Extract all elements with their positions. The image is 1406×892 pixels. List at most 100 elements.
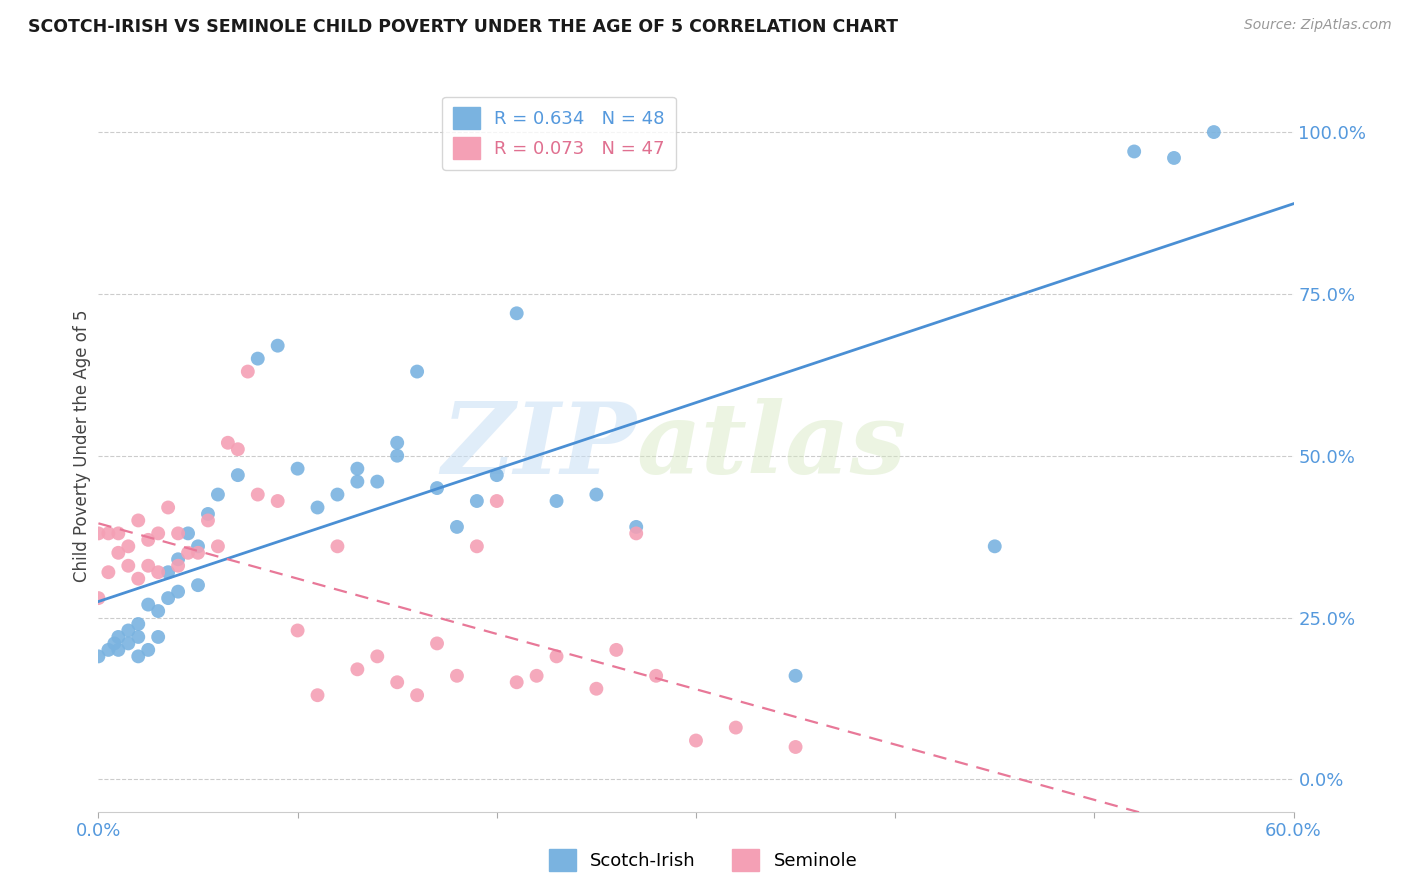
Point <box>267 494 290 508</box>
Point <box>385 435 409 450</box>
Point <box>148 526 170 541</box>
Point <box>187 539 209 553</box>
Point <box>177 526 200 541</box>
Point <box>465 539 488 553</box>
Point <box>626 520 648 534</box>
Point <box>307 500 329 515</box>
Point <box>385 675 409 690</box>
Point <box>785 669 807 683</box>
Point <box>485 468 508 483</box>
Point <box>287 461 309 475</box>
Point <box>585 487 607 501</box>
Point <box>465 494 488 508</box>
Point <box>366 649 388 664</box>
Point <box>217 435 239 450</box>
Point <box>546 649 568 664</box>
Point <box>167 584 190 599</box>
Point <box>406 688 429 702</box>
Point <box>385 449 409 463</box>
Point <box>148 566 170 580</box>
Point <box>97 526 120 541</box>
Point <box>1163 151 1185 165</box>
Point <box>506 306 529 320</box>
Point <box>97 566 120 580</box>
Point <box>406 365 429 379</box>
Point <box>197 507 219 521</box>
Point <box>97 643 120 657</box>
Point <box>117 539 139 553</box>
Point <box>127 649 149 664</box>
Point <box>246 351 269 366</box>
Point <box>136 558 159 573</box>
Point <box>148 630 170 644</box>
Point <box>167 526 190 541</box>
Point <box>426 481 449 495</box>
Point <box>136 533 159 547</box>
Point <box>157 591 180 606</box>
Point <box>167 552 190 566</box>
Point <box>127 572 149 586</box>
Point <box>117 636 139 650</box>
Point <box>685 733 707 747</box>
Point <box>127 617 149 632</box>
Point <box>426 636 449 650</box>
Point <box>326 487 349 501</box>
Point <box>366 475 388 489</box>
Point <box>177 546 200 560</box>
Point <box>446 520 468 534</box>
Point <box>506 675 529 690</box>
Point <box>117 558 139 573</box>
Point <box>645 669 668 683</box>
Point <box>187 546 209 560</box>
Text: SCOTCH-IRISH VS SEMINOLE CHILD POVERTY UNDER THE AGE OF 5 CORRELATION CHART: SCOTCH-IRISH VS SEMINOLE CHILD POVERTY U… <box>28 18 898 36</box>
Y-axis label: Child Poverty Under the Age of 5: Child Poverty Under the Age of 5 <box>73 310 91 582</box>
Point <box>546 494 568 508</box>
Point <box>136 598 159 612</box>
Point <box>785 739 807 754</box>
Point <box>87 591 110 606</box>
Point <box>326 539 349 553</box>
Point <box>346 662 368 676</box>
Point <box>187 578 209 592</box>
Point <box>157 566 180 580</box>
Point <box>236 365 259 379</box>
Point <box>167 558 190 573</box>
Point <box>287 624 309 638</box>
Point <box>1123 145 1146 159</box>
Point <box>246 487 269 501</box>
Point <box>1202 125 1225 139</box>
Point <box>226 468 249 483</box>
Point <box>207 487 229 501</box>
Point <box>226 442 249 457</box>
Text: atlas: atlas <box>637 398 907 494</box>
Point <box>267 339 290 353</box>
Point <box>157 500 180 515</box>
Legend: Scotch-Irish, Seminole: Scotch-Irish, Seminole <box>541 842 865 879</box>
Point <box>724 721 747 735</box>
Point <box>107 546 129 560</box>
Point <box>127 513 149 527</box>
Point <box>117 624 139 638</box>
Point <box>485 494 508 508</box>
Point <box>526 669 548 683</box>
Point <box>107 643 129 657</box>
Point <box>103 636 125 650</box>
Point <box>307 688 329 702</box>
Point <box>87 649 110 664</box>
Point <box>585 681 607 696</box>
Text: Source: ZipAtlas.com: Source: ZipAtlas.com <box>1244 18 1392 32</box>
Point <box>207 539 229 553</box>
Point <box>107 630 129 644</box>
Point <box>346 475 368 489</box>
Point <box>148 604 170 618</box>
Text: ZIP: ZIP <box>441 398 637 494</box>
Point <box>127 630 149 644</box>
Point <box>136 643 159 657</box>
Point <box>446 669 468 683</box>
Point <box>197 513 219 527</box>
Point <box>984 539 1007 553</box>
Point <box>107 526 129 541</box>
Point <box>87 526 110 541</box>
Point <box>626 526 648 541</box>
Legend: R = 0.634   N = 48, R = 0.073   N = 47: R = 0.634 N = 48, R = 0.073 N = 47 <box>441 96 676 169</box>
